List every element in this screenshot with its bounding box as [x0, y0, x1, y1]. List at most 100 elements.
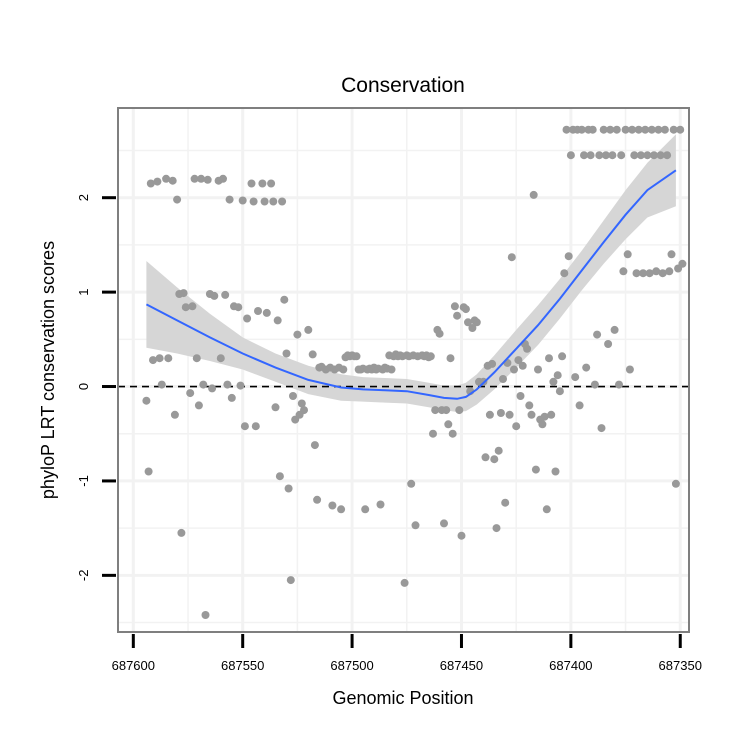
data-point — [221, 290, 230, 299]
data-point — [310, 441, 319, 450]
data-point — [208, 384, 217, 393]
data-point — [328, 501, 337, 510]
data-point — [625, 365, 634, 374]
data-point — [665, 267, 674, 276]
data-point — [588, 125, 597, 134]
data-point — [267, 179, 276, 188]
data-point — [523, 344, 532, 353]
data-point — [411, 521, 420, 530]
data-point — [249, 197, 258, 206]
data-point — [538, 420, 547, 429]
grid-lines — [118, 108, 689, 632]
data-point — [525, 401, 534, 410]
data-point — [199, 380, 208, 389]
data-point — [271, 403, 280, 412]
data-point — [177, 528, 186, 537]
data-point — [260, 197, 269, 206]
data-point — [641, 125, 650, 134]
data-point — [173, 195, 182, 204]
data-point — [223, 380, 232, 389]
data-point — [580, 151, 588, 160]
data-point — [545, 354, 553, 363]
data-point — [258, 179, 267, 188]
data-point — [505, 410, 514, 419]
data-point — [496, 409, 505, 417]
data-point — [654, 125, 663, 134]
data-point — [284, 484, 293, 493]
data-point — [293, 330, 302, 339]
data-point — [179, 289, 188, 298]
data-point — [468, 324, 477, 332]
data-point — [278, 197, 287, 206]
data-point — [553, 371, 562, 380]
data-point — [216, 354, 225, 363]
data-point — [339, 365, 348, 374]
data-point — [236, 381, 245, 390]
x-tick-label: 687450 — [440, 658, 483, 673]
data-point — [490, 455, 499, 464]
data-point — [210, 291, 219, 300]
data-point — [558, 352, 567, 361]
data-point — [606, 125, 615, 134]
data-point — [282, 349, 291, 358]
data-point — [617, 151, 626, 160]
data-point — [254, 307, 262, 315]
data-point — [501, 498, 510, 507]
data-point — [534, 365, 542, 374]
data-point — [516, 392, 525, 400]
data-point — [186, 389, 195, 398]
data-point — [621, 125, 630, 134]
data-point — [639, 269, 648, 278]
data-point — [162, 174, 171, 183]
data-point — [435, 329, 444, 338]
data-point — [510, 365, 518, 374]
data-point — [610, 325, 619, 334]
data-point — [656, 151, 665, 160]
data-point — [376, 500, 385, 509]
data-point — [262, 308, 271, 317]
data-point — [407, 479, 416, 488]
data-point — [188, 302, 197, 311]
data-point — [286, 576, 295, 585]
data-point — [225, 195, 234, 204]
y-axis-label: phyloP LRT conservation scores — [38, 241, 58, 499]
data-point — [612, 125, 621, 134]
data-point — [551, 467, 560, 476]
data-point — [181, 303, 190, 312]
data-point — [676, 125, 685, 134]
data-point — [300, 406, 308, 415]
data-point — [201, 611, 210, 619]
y-tick-label: 0 — [76, 383, 91, 390]
data-point — [492, 524, 501, 533]
data-point — [464, 318, 472, 327]
data-point — [453, 311, 462, 320]
data-point — [455, 406, 464, 415]
data-point — [400, 578, 409, 587]
x-axis-label: Genomic Position — [332, 688, 473, 708]
data-point — [440, 519, 448, 528]
data-point — [313, 495, 322, 504]
data-point — [645, 269, 654, 278]
data-point — [240, 422, 249, 431]
x-tick-label: 687500 — [330, 658, 373, 673]
data-point — [650, 151, 658, 160]
data-point — [669, 125, 678, 134]
data-point — [630, 151, 639, 160]
axes-layer: 687600 687550 687500 687450 687400 687350 2 1 0 -… — [76, 194, 702, 673]
data-point — [549, 377, 558, 386]
data-point — [632, 269, 641, 278]
data-point — [512, 422, 521, 431]
data-point — [144, 467, 153, 476]
data-point — [488, 359, 497, 368]
data-point — [593, 330, 602, 339]
data-point — [472, 318, 481, 327]
data-point — [269, 197, 278, 206]
data-point — [361, 505, 370, 514]
x-tick-label: 687600 — [112, 658, 155, 673]
data-point — [586, 151, 595, 160]
data-point — [142, 396, 151, 405]
data-point — [481, 453, 490, 462]
data-point — [170, 410, 179, 419]
smooth-fit-line — [145, 169, 677, 400]
